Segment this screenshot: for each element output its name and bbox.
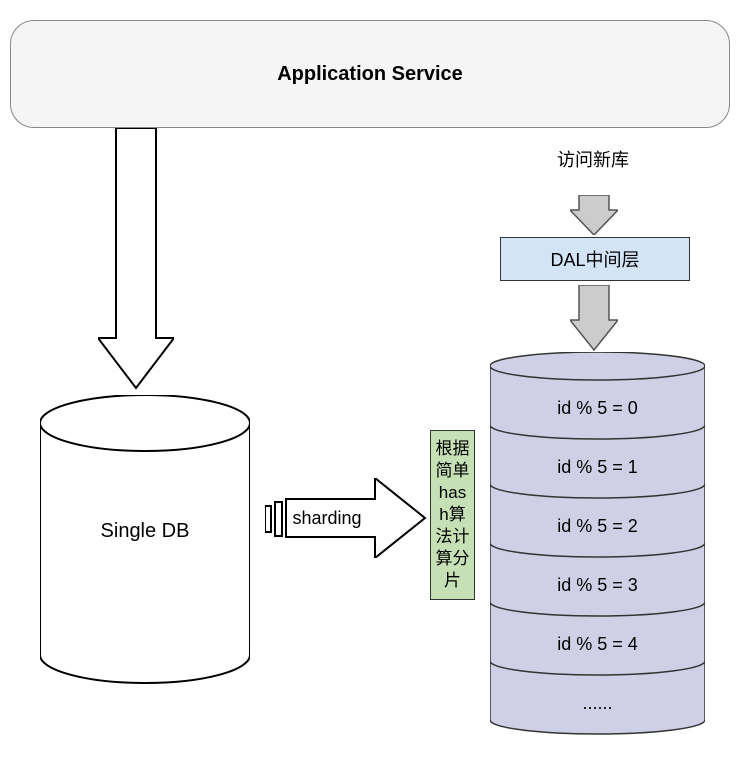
- shard-label-0: id % 5 = 0: [490, 398, 705, 419]
- arrow-access-to-dal: [570, 195, 618, 235]
- arrow-sharding: sharding: [265, 478, 427, 558]
- shard-label-4: id % 5 = 4: [490, 634, 705, 655]
- arrow-app-to-db: [98, 128, 174, 390]
- shard-label-1: id % 5 = 1: [490, 457, 705, 478]
- single-db-label: Single DB: [40, 520, 250, 543]
- dal-box-label: DAL中间层: [550, 246, 639, 272]
- sharding-label: sharding: [292, 508, 361, 528]
- hash-box-label: 根据简单hash算法计算分片: [435, 438, 470, 593]
- app-service-box: Application Service: [10, 20, 730, 128]
- arrow-dal-to-shards: [570, 285, 618, 351]
- shard-label-2: id % 5 = 2: [490, 516, 705, 537]
- shard-label-3: id % 5 = 3: [490, 575, 705, 596]
- app-service-label: Application Service: [277, 63, 463, 86]
- hash-box: 根据简单hash算法计算分片: [430, 430, 475, 600]
- shard-label-5: ......: [490, 693, 705, 714]
- dal-box: DAL中间层: [500, 237, 690, 281]
- access-new-db-label: 访问新库: [555, 150, 631, 172]
